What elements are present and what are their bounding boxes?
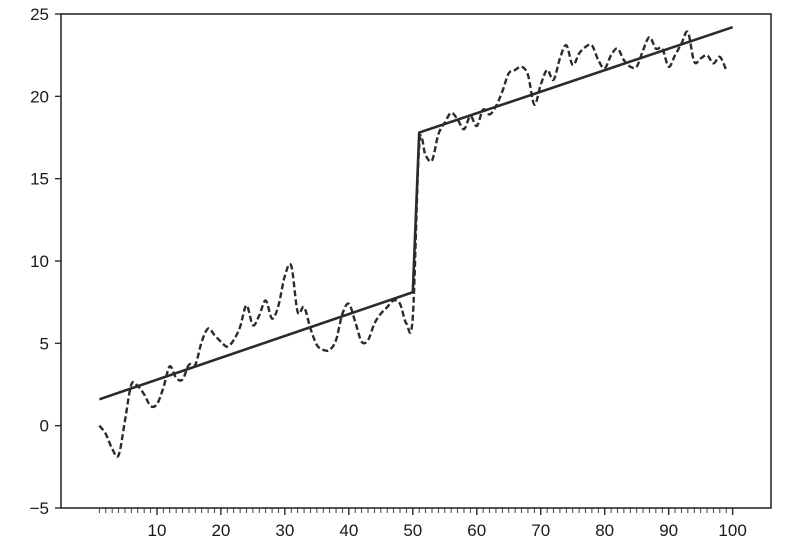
y-tick-label: 0 — [40, 417, 49, 436]
y-tick-label: 25 — [30, 5, 49, 24]
x-tick-label: 10 — [147, 521, 166, 540]
x-tick-label: 100 — [718, 521, 746, 540]
y-tick-label: −5 — [30, 499, 49, 518]
y-tick-label: 10 — [30, 252, 49, 271]
y-tick-label: 15 — [30, 170, 49, 189]
series-layer — [98, 25, 734, 458]
x-tick-label: 40 — [339, 521, 358, 540]
x-axis: 10 20 30 40 50 60 70 80 90 100 — [98, 508, 747, 540]
y-tick-label: 20 — [30, 87, 49, 106]
x-tick-label: 20 — [211, 521, 230, 540]
series-line-solid — [98, 25, 734, 401]
x-tick-label: 70 — [531, 521, 550, 540]
y-tick-label: 5 — [40, 334, 49, 353]
x-tick-label: 50 — [403, 521, 422, 540]
x-tick-label: 30 — [275, 521, 294, 540]
series-line-dashed — [98, 30, 728, 458]
x-tick-label: 90 — [659, 521, 678, 540]
x-tick-label: 80 — [595, 521, 614, 540]
x-tick-label: 60 — [467, 521, 486, 540]
y-axis: −5 0 5 10 15 20 25 — [30, 5, 61, 518]
